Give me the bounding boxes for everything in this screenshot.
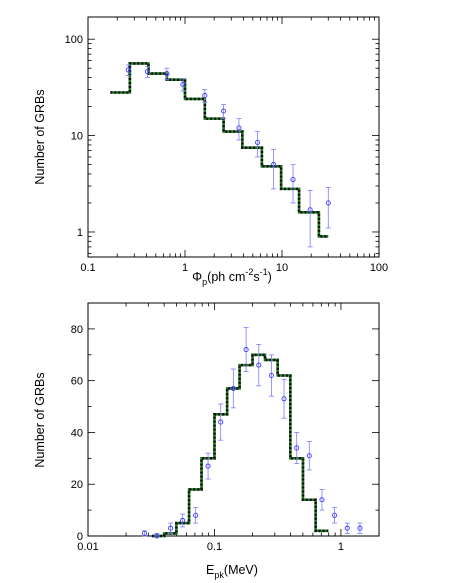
bottom-data-point: [141, 530, 148, 536]
top-y-tick-label: 100: [65, 34, 83, 46]
bottom-y-tick-label: 80: [71, 324, 83, 336]
bottom-axis-ticks: 0.01 0.1 1 0 20 40 60 80: [71, 302, 380, 553]
bottom-data-point: [180, 517, 186, 524]
bottom-data-point: [154, 533, 160, 539]
bottom-data-point: [193, 512, 199, 518]
top-x-tick-label: 0.1: [80, 262, 95, 274]
top-data-point: [144, 69, 150, 75]
bottom-data-point: [256, 362, 262, 368]
bottom-data-point: [168, 525, 174, 531]
top-y-tick-label: 1: [77, 227, 83, 239]
bottom-data-point: [332, 512, 338, 518]
top-panel-flux-histogram: 0.1 1 10 100 1 10 100 Number of GRBs Φp(ph cm-…: [33, 16, 388, 287]
bottom-y-tick-label: 60: [71, 376, 83, 388]
bottom-data-point: [344, 525, 350, 531]
bottom-observed-points: [141, 327, 363, 539]
top-data-point: [202, 93, 208, 99]
bottom-y-axis-label: Number of GRBs: [33, 372, 47, 467]
bottom-data-point: [230, 385, 236, 391]
top-model-step-line: [110, 62, 329, 238]
bottom-data-point: [281, 396, 287, 402]
top-data-point: [325, 200, 331, 206]
top-data-point: [255, 139, 261, 145]
bottom-plot-frame: [87, 302, 380, 537]
top-data-point: [307, 207, 313, 213]
top-data-point: [236, 125, 242, 131]
bottom-x-tick-label: 1: [338, 541, 344, 553]
top-data-point: [221, 108, 227, 114]
bottom-x-tick-label: 0.1: [207, 541, 222, 553]
top-model-step-path: [110, 62, 329, 238]
top-model-step-path-dotted: [110, 62, 329, 238]
bottom-x-axis-label: Epk(MeV): [206, 563, 258, 580]
bottom-y-tick-label: 0: [77, 531, 83, 543]
top-data-point: [125, 67, 131, 73]
top-y-axis-label: Number of GRBs: [33, 89, 47, 184]
bottom-data-point: [205, 463, 211, 469]
bottom-data-point: [357, 525, 363, 531]
bottom-y-tick-label: 20: [71, 479, 83, 491]
bottom-data-point: [306, 453, 312, 459]
top-observed-points: [125, 64, 331, 248]
top-x-tick-label: 1: [182, 262, 188, 274]
top-data-point: [164, 71, 170, 77]
top-y-tick-label: 10: [71, 131, 83, 143]
bottom-y-tick-label: 40: [71, 427, 83, 439]
top-plot-frame: [87, 16, 380, 258]
top-x-tick-label: 100: [370, 262, 388, 274]
top-data-point: [180, 81, 186, 87]
top-data-point: [271, 162, 277, 168]
bottom-data-point: [243, 347, 249, 353]
bottom-data-point: [268, 372, 274, 379]
bottom-x-tick-label: 0.01: [77, 541, 98, 553]
bottom-data-point: [294, 445, 300, 451]
bottom-panel-epk-histogram: 0.01 0.1 1 0 20 40 60 80 Number of GRBs Epk(MeV…: [33, 302, 380, 580]
bottom-model-step-line: [151, 353, 329, 538]
bottom-model-step-path-dotted: [151, 353, 329, 538]
top-x-axis-label: Φp(ph cm-2s-1): [192, 267, 272, 287]
top-axis-ticks: 0.1 1 10 100 1 10 100: [65, 17, 388, 274]
top-data-point: [290, 176, 296, 183]
top-x-tick-label: 10: [276, 262, 288, 274]
bottom-data-point: [319, 497, 325, 503]
bottom-data-point: [218, 419, 224, 425]
